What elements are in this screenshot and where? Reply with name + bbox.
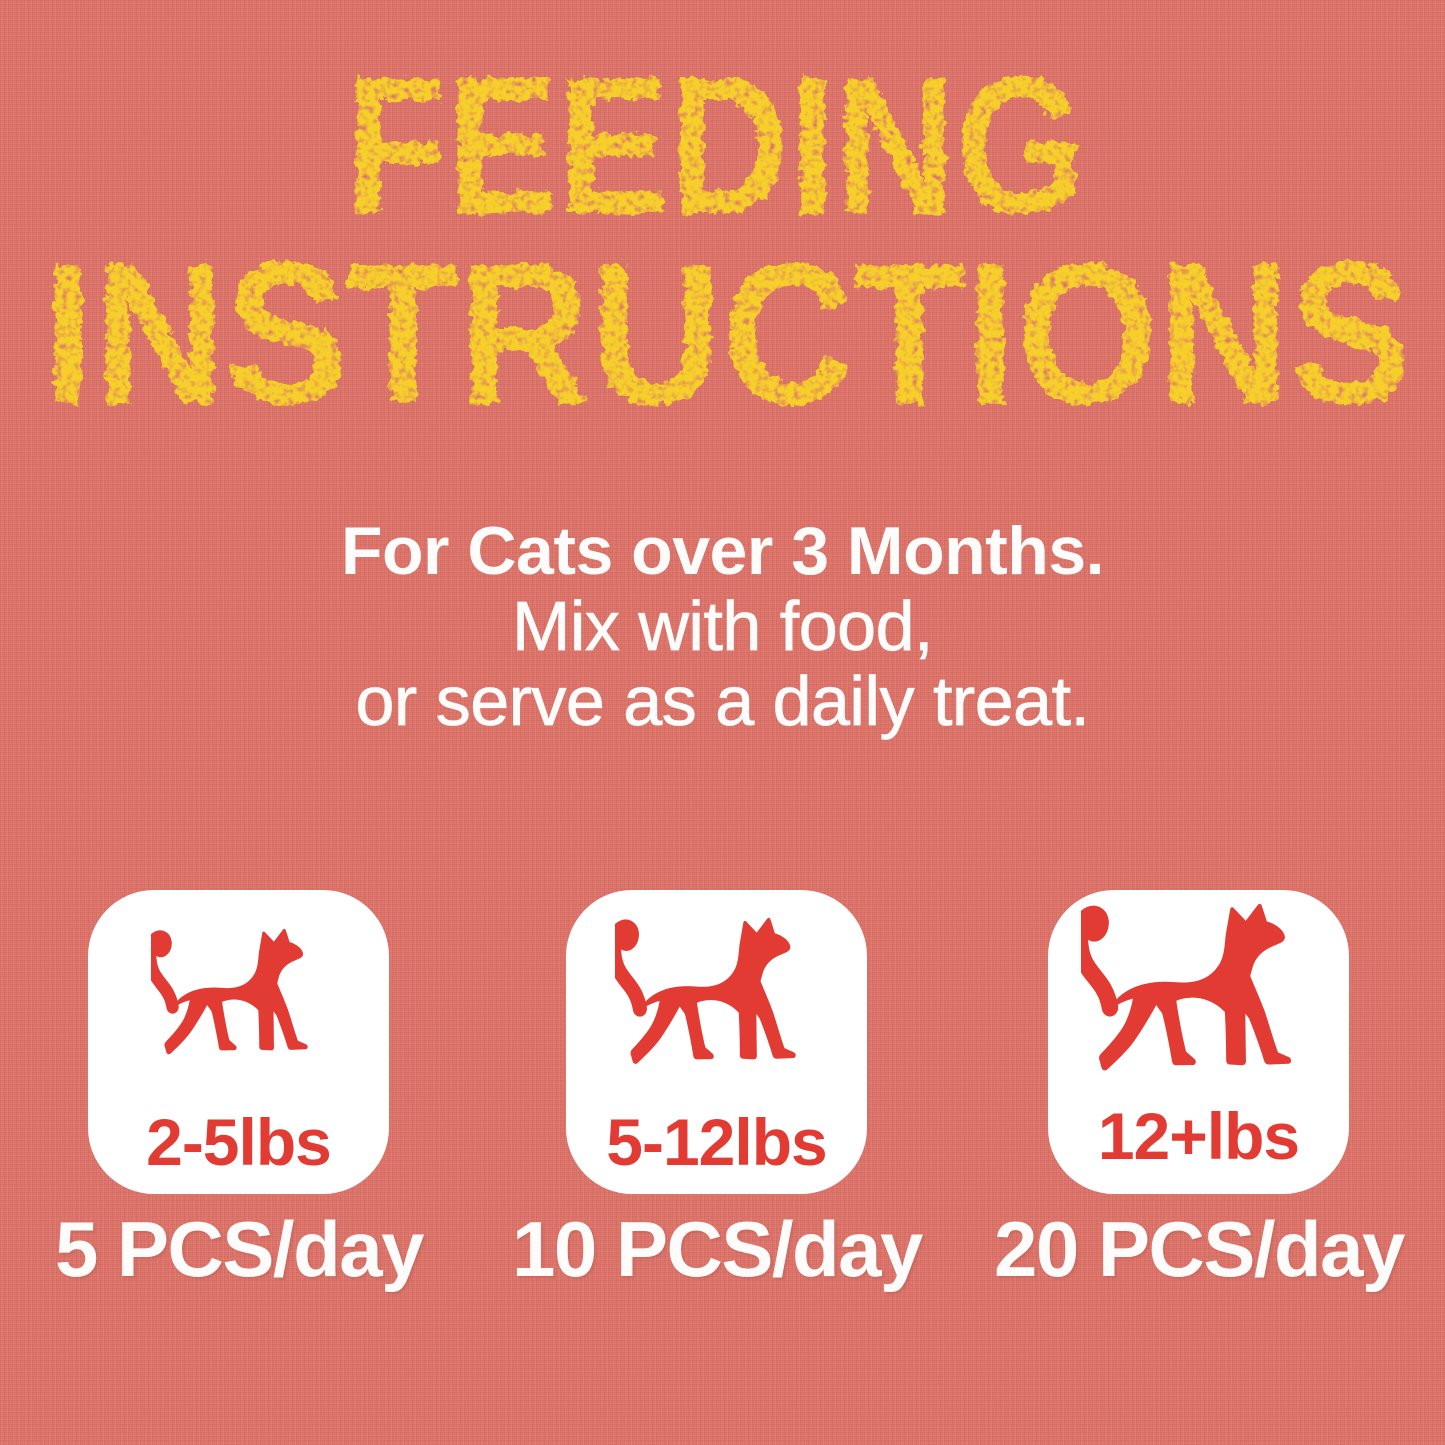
- dose-label-large: 20 PCS/day: [994, 1205, 1405, 1293]
- cat-icon-wrap: [88, 890, 389, 1102]
- cat-icon: [615, 911, 818, 1081]
- weight-range-label: 2-5lbs: [146, 1105, 332, 1179]
- cat-icon: [151, 923, 327, 1069]
- weight-card-large: 12+lbs: [1048, 890, 1349, 1194]
- dose-label-medium: 10 PCS/day: [512, 1205, 923, 1293]
- dose-label-small: 5 PCS/day: [54, 1205, 425, 1293]
- subtitle-line-2: Mix with food,: [512, 587, 934, 665]
- page-title-line1: FEEDING: [345, 36, 1085, 255]
- page-title-line2: INSTRUCTIONS: [43, 221, 1411, 446]
- cat-icon: [1081, 896, 1317, 1090]
- subtitle-line-3: or serve as a daily treat.: [355, 662, 1090, 740]
- subtitle-block: For Cats over 3 Months. Mix with food, o…: [0, 514, 1445, 739]
- cat-icon-wrap: [566, 890, 867, 1102]
- subtitle-line-1: For Cats over 3 Months.: [340, 513, 1105, 589]
- weight-range-label: 12+lbs: [1097, 1099, 1300, 1173]
- weight-card-medium: 5-12lbs: [566, 890, 867, 1194]
- weight-range-label: 5-12lbs: [606, 1105, 827, 1179]
- cat-icon-wrap: [1048, 890, 1349, 1096]
- title-block: FEEDING INSTRUCTIONS: [43, 36, 1411, 446]
- weight-card-small: 2-5lbs: [88, 890, 389, 1194]
